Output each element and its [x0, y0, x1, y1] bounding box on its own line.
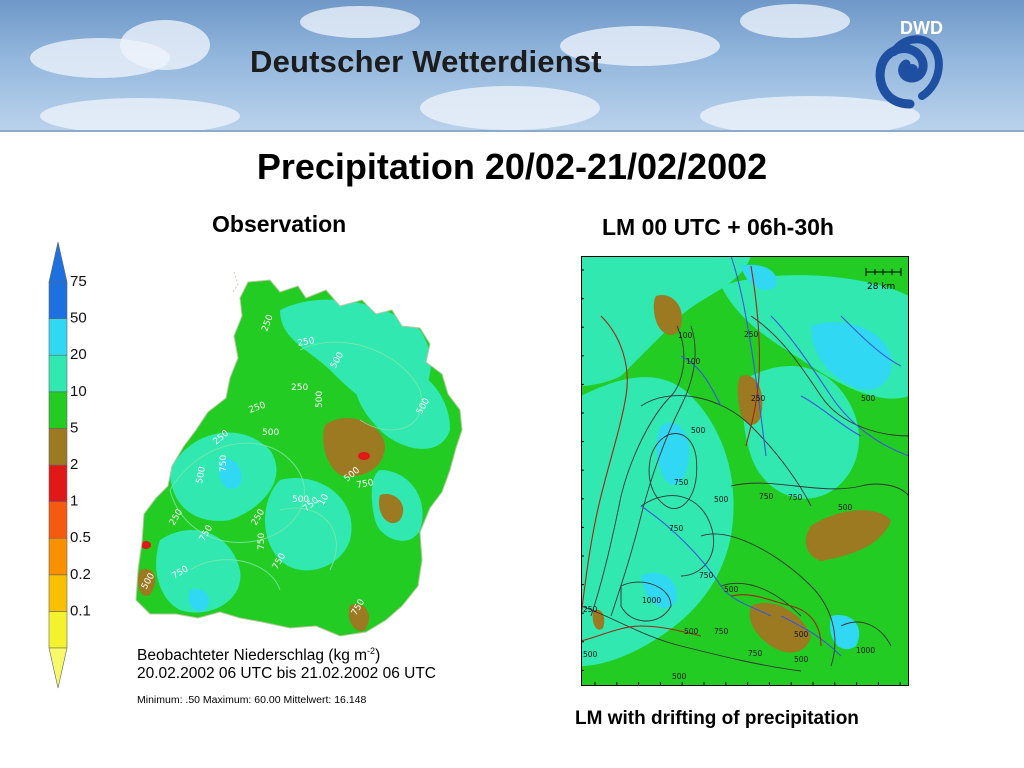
legend-high-triangle [48, 241, 68, 283]
contour-label: 500 [262, 428, 279, 438]
contour-label: 750 [748, 649, 763, 658]
contour-label: 750 [219, 455, 229, 472]
contour-label: 250 [297, 336, 316, 349]
dwd-logo-icon: DWD [875, 18, 943, 109]
legend-label: 2 [70, 456, 78, 473]
legend-swatch [48, 391, 68, 429]
contour-label: 500 [691, 426, 706, 435]
contour-label: 500 [315, 391, 325, 408]
contour-label: 500 [794, 630, 809, 639]
legend-swatch [48, 318, 68, 356]
contour-label: 1000 [856, 646, 875, 655]
contour-label: 750 [356, 478, 375, 491]
header-banner: Deutscher Wetterdienst DWD [0, 0, 1024, 130]
organization-name: Deutscher Wetterdienst [250, 44, 602, 79]
contour-label: 750 [759, 492, 774, 501]
caption-line1-suffix: ) [375, 647, 381, 665]
contour-label: 500 [292, 495, 309, 505]
contour-label: 250 [744, 330, 759, 339]
caption-line1-sup: -2 [367, 646, 376, 656]
contour-label: 500 [684, 627, 699, 636]
contour-label: 1000 [642, 596, 661, 605]
legend-label: 1 [70, 493, 78, 510]
contour-label: 500 [672, 672, 687, 681]
caption-line1-prefix: Beobachteter Niederschlag (kg m [137, 647, 368, 665]
contour-label: 100 [678, 331, 693, 340]
contour-label: 100 [686, 357, 701, 366]
legend-swatch [48, 428, 68, 466]
legend-swatch [48, 537, 68, 576]
forecast-title: LM 00 UTC + 06h-30h [602, 214, 834, 240]
contour-label: 500 [724, 585, 739, 594]
precipitation-color-scale: 0.1 0.2 0.5 1 2 5 10 20 50 75 [48, 241, 91, 689]
legend-swatch [48, 281, 68, 319]
legend-label: 5 [70, 419, 78, 436]
contour-label: 250 [583, 605, 598, 614]
forecast-caption: LM with drifting of precipitation [575, 708, 859, 729]
legend-swatch [48, 574, 68, 612]
contour-label: 750 [714, 627, 729, 636]
legend-label: 0.5 [70, 529, 91, 546]
banner-divider [0, 130, 1024, 132]
observation-stats: Minimum: .50 Maximum: 60.00 Mittelwert: … [137, 694, 367, 706]
contour-label: 250 [291, 383, 308, 393]
contour-label: 250 [751, 394, 766, 403]
contour-label: 750 [669, 524, 684, 533]
forecast-map: 28 km 100 250 100 250 500 500 750 500 750 750 500 7… [581, 256, 909, 686]
contour-label: 500 [794, 655, 809, 664]
contour-label: 500 [583, 650, 598, 659]
legend-swatch [48, 464, 68, 502]
caption-line2: 20.02.2002 06 UTC bis 21.02.2002 06 UTC [137, 665, 436, 683]
legend-label: 0.1 [70, 602, 91, 619]
legend-label: 75 [70, 273, 87, 290]
legend-label: 50 [70, 310, 87, 327]
page-title: Precipitation 20/02-21/02/2002 [256, 146, 768, 187]
logo-text: DWD [900, 18, 943, 38]
legend-label: 10 [70, 383, 87, 400]
contour-label: 500 [195, 466, 208, 485]
legend-swatch [48, 611, 68, 649]
observation-title: Observation [212, 211, 347, 237]
contour-label: 500 [714, 495, 729, 504]
legend-label: 20 [70, 346, 87, 363]
observation-caption: Beobachteter Niederschlag (kg m-2) 20.02… [137, 642, 436, 683]
legend-swatch [48, 354, 68, 393]
legend-swatch [48, 501, 68, 539]
legend-low-triangle [48, 647, 68, 689]
map-scale-label: 28 km [867, 282, 895, 292]
contour-label: 750 [788, 493, 803, 502]
contour-label: 500 [861, 394, 876, 403]
contour-label: 750 [674, 478, 689, 487]
contour-label: 750 [699, 571, 714, 580]
contour-label: 500 [838, 503, 853, 512]
legend-label: 0.2 [70, 566, 91, 583]
contour-label: 750 [257, 533, 267, 550]
